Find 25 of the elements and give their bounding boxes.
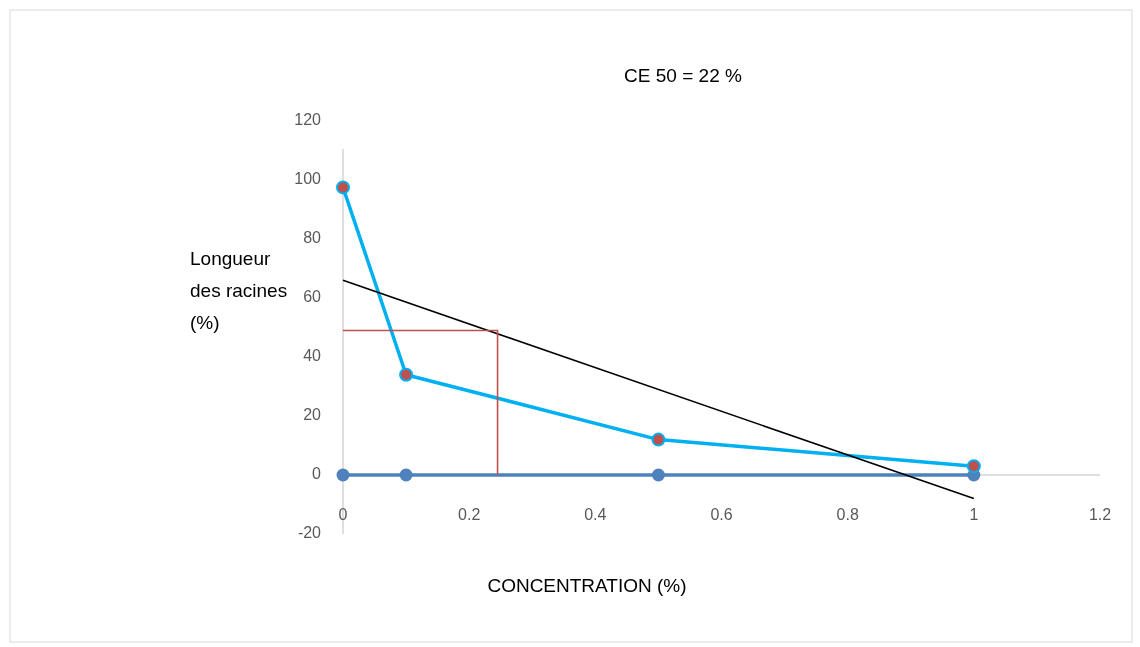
point — [336, 468, 350, 482]
x-tick-label: 1.2 — [1088, 506, 1112, 523]
y-tick-label: 80 — [303, 229, 322, 247]
y-axis-title: Longueur des racines (%) — [190, 248, 288, 333]
x-tick-label: 1 — [969, 506, 979, 523]
point — [651, 468, 665, 482]
x-tick-label: 0.6 — [710, 506, 733, 523]
y-tick-label: 40 — [303, 347, 322, 365]
point — [651, 432, 666, 447]
y-tick-label: 120 — [294, 111, 322, 129]
point — [399, 468, 413, 482]
point — [336, 180, 350, 195]
x-tick-label: 0.4 — [584, 506, 607, 523]
y-tick-label: 60 — [303, 288, 322, 306]
y-tick-label: 100 — [294, 170, 322, 188]
y-tick-label: 0 — [312, 465, 322, 483]
x-tick-label: 0 — [338, 506, 348, 523]
x-axis-title: CONCENTRATION (%) — [487, 575, 687, 596]
x-tick-label: 0.8 — [836, 506, 859, 523]
point — [966, 459, 981, 474]
x-tick-label: 0.2 — [458, 506, 481, 523]
chart-title: CE 50 = 22 % — [624, 65, 742, 86]
point — [399, 367, 414, 382]
y-tick-label: 20 — [303, 406, 322, 424]
y-tick-label: -20 — [297, 524, 322, 542]
